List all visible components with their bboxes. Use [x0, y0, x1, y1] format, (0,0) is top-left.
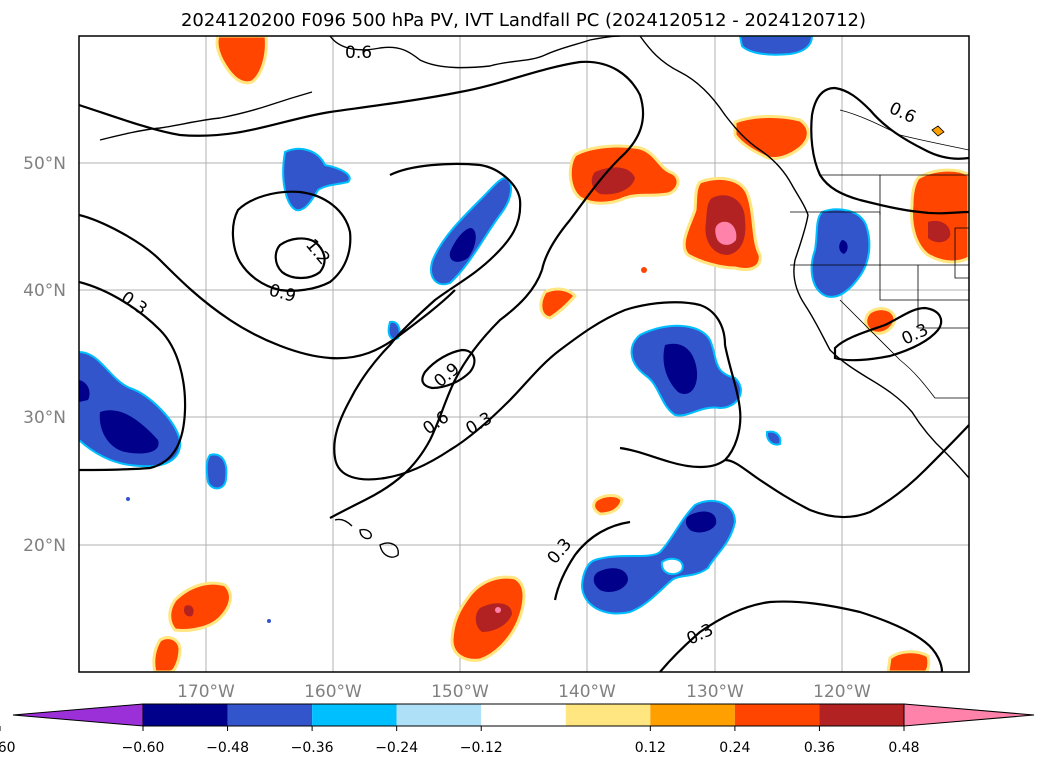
pink-dot	[495, 607, 501, 613]
red-region-southeast	[886, 650, 931, 672]
contour-03-north	[79, 60, 645, 271]
red-dot	[641, 267, 647, 273]
contour-03-mid	[329, 269, 544, 519]
colorbar-tick-label: −0.48	[206, 740, 249, 756]
blue-core-west	[99, 410, 159, 454]
colorbar-segment	[227, 704, 313, 726]
red-region-southwest-b	[152, 636, 182, 672]
colorbar-tick-label: −0.12	[460, 740, 503, 756]
colorbar-tick-label: −0.60	[122, 740, 165, 756]
colorbar-segment	[396, 704, 482, 726]
blue-core-subtropical-a	[593, 568, 628, 592]
blue-region-gulf	[282, 147, 351, 212]
colorbar: −0.60 −0.48 −0.36 −0.24 −0.12 0.12 0.24 0.36 0.4…	[0, 703, 1035, 756]
colorbar-tick-label: 0.60	[0, 740, 16, 756]
colorbar-tick-label: −0.24	[375, 740, 418, 756]
colorbar-tick-label: 0.12	[635, 740, 666, 756]
colorbar-segment	[481, 704, 566, 726]
lon-label: 140°W	[558, 682, 616, 702]
colorbar-extend-low	[12, 703, 144, 727]
contour-03-west	[79, 213, 456, 360]
red-core-gulf	[591, 167, 635, 195]
blue-core-east-pacific	[663, 343, 698, 394]
colorbar-tick-label: 0.24	[719, 740, 750, 756]
blue-core-central	[449, 228, 476, 262]
colorbar-segment	[312, 704, 397, 726]
colorbar-extend-high	[903, 703, 1035, 727]
contour-12-loop	[274, 237, 326, 280]
lon-label: 150°W	[431, 682, 489, 702]
blue-dot-b	[267, 619, 271, 623]
longitude-labels: 170°W 160°W 150°W 140°W 130°W 120°W	[177, 682, 871, 702]
red-region-small-b	[592, 494, 624, 516]
lon-label: 170°W	[177, 682, 235, 702]
lon-label: 160°W	[304, 682, 362, 702]
red-region-southwest	[168, 581, 232, 632]
red-core-southwest	[183, 605, 194, 617]
colorbar-frame	[142, 703, 905, 727]
contour-label: 0.6	[345, 43, 372, 63]
blue-region-small-c	[765, 430, 782, 446]
red-region-nevada	[864, 307, 897, 335]
contour-09-small	[421, 348, 476, 390]
positive-pv-regions	[152, 36, 969, 672]
pink-core-offshore	[715, 221, 737, 245]
red-region-bc-coast	[733, 114, 810, 160]
red-core-hawaii-east	[475, 603, 512, 632]
red-region-northern-rockies	[910, 168, 969, 264]
red-region-small-a	[539, 287, 577, 320]
coastlines	[99, 36, 969, 558]
map-frame	[78, 35, 970, 673]
blue-core-subtropical-b	[685, 511, 717, 533]
red-region-aleutian	[215, 36, 268, 85]
blue-region-small-b	[205, 453, 228, 490]
red-core-northern-rockies	[928, 220, 951, 243]
lon-label: 120°W	[813, 682, 871, 702]
contour-03-bigloop	[333, 162, 727, 481]
colorbar-tick-label: −0.36	[291, 740, 334, 756]
lon-label: 130°W	[686, 682, 744, 702]
colorbar-segment	[143, 704, 228, 726]
latitude-labels: 50°N 40°N 30°N 20°N	[23, 154, 66, 556]
lat-label: 20°N	[23, 536, 66, 556]
blue-dot-a	[126, 497, 130, 501]
contour-06-east	[724, 424, 969, 519]
blue-core-oregon	[839, 240, 848, 254]
colorbar-segment	[819, 704, 904, 726]
colorbar-segment	[650, 704, 735, 726]
contour-03-subtropical	[553, 520, 631, 601]
blue-region-alaska	[738, 36, 814, 56]
colorbar-segment	[734, 704, 820, 726]
lat-label: 40°N	[23, 281, 66, 301]
blue-region-small-a	[387, 320, 401, 341]
contour-09-loop	[231, 190, 352, 292]
blue-core-west-2	[79, 380, 90, 402]
contour-06-coast	[810, 86, 969, 215]
contour-03-nevada	[833, 306, 943, 362]
red-region-small-c	[931, 125, 945, 137]
contour-03-southwest	[79, 280, 187, 472]
map-panel	[79, 36, 969, 672]
colorbar-segment	[565, 704, 651, 726]
lat-label: 50°N	[23, 154, 66, 174]
colorbar-tick-label: 0.36	[804, 740, 835, 756]
map-title: 2024120200 F096 500 hPa PV, IVT Landfall…	[180, 10, 867, 31]
colorbar-tick-label: 0.48	[888, 740, 919, 756]
negative-pv-regions	[79, 36, 871, 623]
contour-03-south	[659, 600, 944, 672]
blue-region-oregon	[810, 208, 871, 298]
lat-label: 30°N	[23, 408, 66, 428]
pv-contours	[79, 60, 969, 672]
